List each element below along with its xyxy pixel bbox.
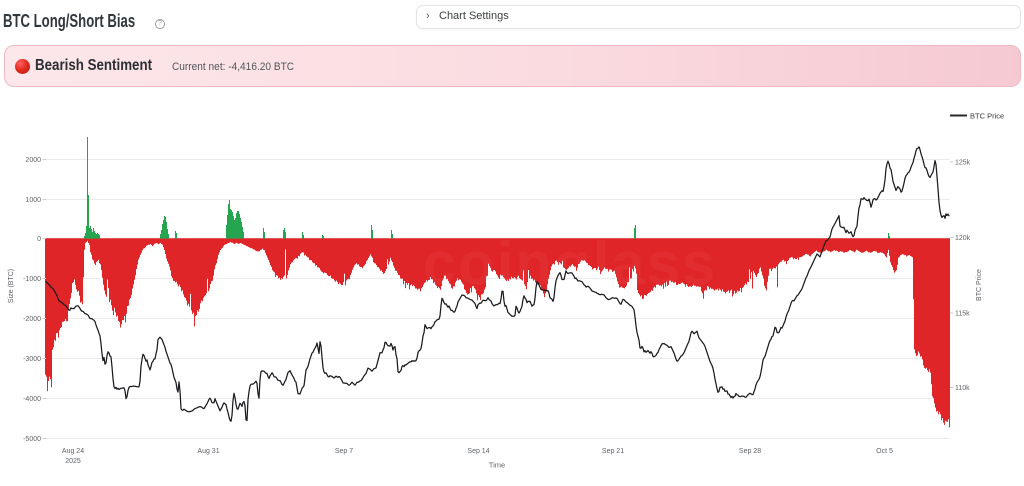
svg-text:Size (BTC): Size (BTC) (8, 269, 15, 303)
svg-text:BTC Price: BTC Price (976, 269, 983, 301)
svg-text:coinglass: coinglass (423, 230, 718, 297)
svg-text:BTC Price: BTC Price (970, 111, 1004, 120)
svg-text:Aug 31: Aug 31 (197, 448, 219, 455)
svg-text:115k: 115k (955, 310, 970, 317)
svg-text:Sep 21: Sep 21 (602, 448, 624, 455)
svg-text:Aug 24: Aug 24 (62, 448, 84, 455)
svg-text:Time: Time (489, 461, 505, 470)
svg-text:125k: 125k (955, 159, 971, 166)
svg-text:Sep 7: Sep 7 (335, 448, 353, 455)
svg-text:-1000: -1000 (23, 276, 41, 283)
svg-text:-2000: -2000 (23, 316, 41, 323)
svg-text:Oct 5: Oct 5 (876, 448, 893, 455)
svg-text:0: 0 (37, 236, 41, 243)
svg-text:120k: 120k (955, 235, 971, 242)
svg-text:2025: 2025 (65, 458, 81, 465)
svg-text:-3000: -3000 (23, 356, 41, 363)
svg-text:110k: 110k (955, 385, 970, 392)
svg-text:Sep 28: Sep 28 (739, 448, 761, 455)
svg-text:-5000: -5000 (23, 436, 41, 443)
svg-text:Sep 14: Sep 14 (467, 448, 489, 455)
svg-text:-4000: -4000 (23, 396, 41, 403)
svg-text:1000: 1000 (25, 197, 41, 204)
svg-text:2000: 2000 (25, 157, 41, 164)
